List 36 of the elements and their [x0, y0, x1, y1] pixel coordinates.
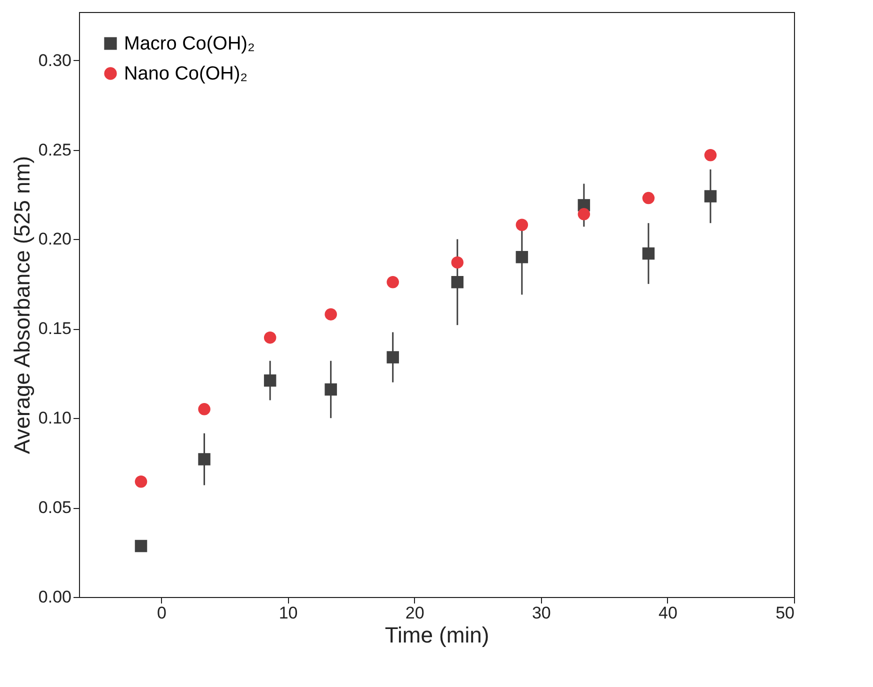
point: [451, 276, 464, 288]
point: [264, 374, 276, 387]
y-tick-label: 0.15: [38, 319, 72, 338]
y-tick-label: 0.10: [38, 408, 72, 428]
y-axis-title: Average Absorbance (525 nm): [9, 156, 34, 454]
x-tick-label: 50: [776, 604, 794, 622]
legend-label: Macro Co(OH)₂: [124, 34, 255, 54]
y-tick-label: 0.20: [38, 230, 72, 249]
point: [198, 453, 210, 466]
x-tick-label: 20: [405, 604, 424, 622]
point: [198, 403, 210, 416]
y-tick-label: 0.05: [38, 498, 72, 518]
point: [324, 308, 337, 320]
x-tick-label: 10: [278, 604, 298, 622]
legend-label: Nano Co(OH)₂: [124, 64, 248, 84]
point: [134, 476, 148, 488]
x-tick-label: 0: [157, 604, 166, 622]
y-tick-label: 0.30: [38, 50, 72, 70]
point: [642, 192, 655, 204]
point: [704, 190, 717, 202]
y-tick-label: 0.00: [38, 588, 72, 606]
point: [386, 276, 399, 288]
x-tick-label: 30: [532, 604, 551, 622]
point: [704, 149, 717, 162]
point: [264, 331, 276, 344]
point: [642, 247, 655, 260]
y-tick-label: 0.25: [38, 140, 72, 160]
point: [451, 256, 464, 269]
x-tick-label: 40: [658, 604, 678, 622]
point: [516, 218, 528, 231]
point: [134, 540, 148, 552]
point: [516, 250, 528, 264]
x-axis-title: Time (min): [384, 622, 490, 648]
point: [386, 351, 399, 364]
point: [578, 208, 590, 220]
point: [324, 383, 337, 396]
